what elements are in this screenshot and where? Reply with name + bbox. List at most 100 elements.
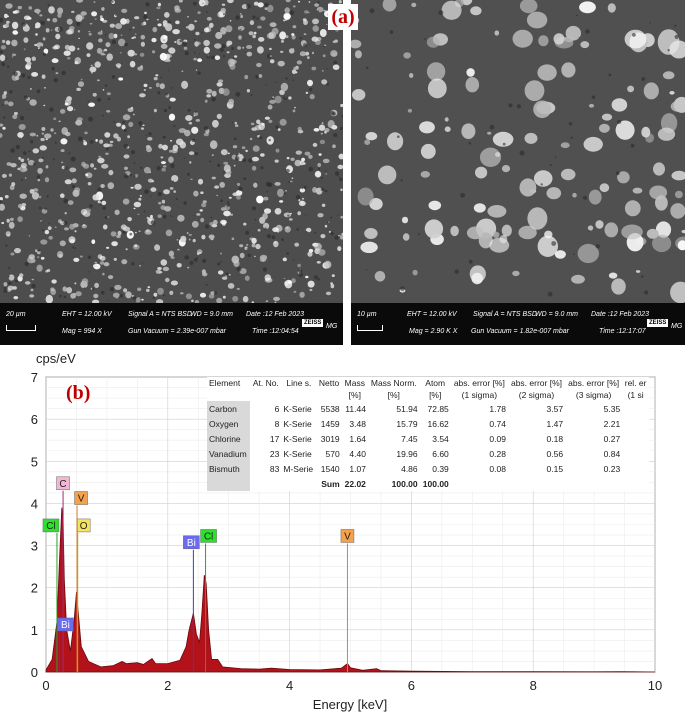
element-label-text: C bbox=[59, 479, 66, 490]
y-tick-label: 1 bbox=[31, 623, 38, 638]
time-label: Time :12:04:54 bbox=[252, 328, 299, 335]
element-label-badge: Bi bbox=[183, 535, 200, 550]
date-label: Date :12 Feb 2023 bbox=[591, 311, 649, 318]
panel-b-label: (b) bbox=[66, 382, 90, 404]
table-cell: 100.00 bbox=[422, 478, 449, 489]
element-label-text: Bi bbox=[61, 620, 70, 631]
y-tick-label: 5 bbox=[31, 454, 38, 469]
table-sum-row: Sum 22.02 100.00 100.00 bbox=[207, 476, 649, 491]
y-tick-label: 6 bbox=[31, 412, 38, 427]
table-cell: M-Serie bbox=[283, 463, 314, 474]
table-cell: 51.94 bbox=[396, 403, 418, 414]
table-cell: Oxygen bbox=[207, 416, 251, 431]
table-cell: Vanadium bbox=[207, 446, 251, 461]
table-header-cell: (1 si bbox=[627, 390, 644, 400]
table-cell: 1.47 bbox=[546, 418, 564, 429]
table-cell: 0.08 bbox=[489, 463, 506, 474]
eht-label: EHT = 12.00 kV bbox=[407, 311, 457, 318]
table-cell: 72.85 bbox=[427, 403, 449, 414]
element-label-badge: Bi bbox=[57, 617, 74, 632]
mag-label: Mag = 994 X bbox=[62, 328, 102, 335]
element-label-text: O bbox=[80, 521, 88, 532]
table-cell: 15.79 bbox=[396, 418, 418, 429]
table-header-cell: Atom bbox=[425, 378, 446, 388]
eds-quant-table: Element At. No. Line s. Netto Mass Mass Norm.… bbox=[207, 377, 649, 491]
table-header-cell: Element bbox=[209, 378, 241, 388]
table-header-cell: abs. error [%] bbox=[568, 378, 620, 388]
element-label-text: Cl bbox=[204, 531, 213, 542]
table-header-cell: [%] bbox=[429, 390, 442, 400]
zeiss-logo: ZEISS bbox=[302, 319, 324, 327]
element-label-badge: V bbox=[74, 491, 88, 505]
sem-micrograph-left bbox=[0, 0, 343, 303]
mag-label: Mag = 2.90 K X bbox=[409, 328, 458, 335]
table-header-cell bbox=[250, 389, 281, 401]
table-cell bbox=[508, 476, 565, 491]
zeiss-logo: ZEISS bbox=[647, 319, 669, 327]
y-tick-label: 7 bbox=[31, 370, 38, 385]
table-cell: 5538 bbox=[320, 403, 340, 414]
table-cell bbox=[250, 476, 281, 491]
table-header-cell: (3 sigma) bbox=[575, 390, 612, 400]
x-tick-label: 8 bbox=[530, 678, 537, 693]
table-header-cell: [%] bbox=[387, 390, 400, 400]
table-cell: 570 bbox=[325, 448, 340, 459]
table-header-cell: Netto bbox=[318, 378, 340, 388]
table-cell: Carbon bbox=[207, 401, 251, 416]
signal-label: Signal A = NTS BSD bbox=[473, 311, 537, 318]
table-header-top: Element At. No. Line s. Netto Mass Mass Norm.… bbox=[207, 377, 649, 389]
table-cell: 0.74 bbox=[489, 418, 506, 429]
table-header-cell: (1 sigma) bbox=[461, 390, 498, 400]
element-label-badge: Cl bbox=[42, 518, 60, 533]
table-cell bbox=[451, 476, 508, 491]
table-header-cell: Line s. bbox=[286, 378, 312, 388]
table-cell bbox=[622, 416, 649, 431]
initials-label: MG bbox=[326, 323, 338, 330]
table-cell: Chlorine bbox=[207, 431, 251, 446]
sem-micrograph-right bbox=[351, 0, 685, 303]
table-cell: 16.62 bbox=[427, 418, 449, 429]
wd-label: WD = 9.0 mm bbox=[190, 311, 233, 318]
wd-label: WD = 9.0 mm bbox=[535, 311, 578, 318]
table-cell: 0.15 bbox=[546, 463, 564, 474]
scale-bar bbox=[6, 325, 36, 331]
table-row: Carbon 6 K-Serie 5538 11.44 51.94 72.85 1.78 3.5… bbox=[207, 401, 649, 416]
table-cell: Bismuth bbox=[207, 461, 251, 476]
table-cell: 22.02 bbox=[344, 478, 366, 489]
sem-image-right: 10 µm EHT = 12.00 kV Mag = 2.90 K X Sign… bbox=[351, 0, 685, 345]
y-tick-label: 2 bbox=[31, 581, 38, 596]
scale-label: 20 µm bbox=[6, 311, 26, 318]
table-row: Chlorine 17 K-Serie 3019 1.64 7.45 3.54 0.09 0.1… bbox=[207, 431, 649, 446]
signal-label: Signal A = NTS BSD bbox=[128, 311, 192, 318]
x-tick-label: 10 bbox=[648, 678, 662, 693]
table-cell: 11.44 bbox=[345, 403, 366, 414]
table-cell: 0.84 bbox=[603, 448, 621, 459]
table-cell bbox=[622, 461, 649, 476]
table-cell: 0.09 bbox=[489, 433, 506, 444]
x-tick-label: 4 bbox=[286, 678, 293, 693]
element-lines: C V Cl O Bi Bi Cl V bbox=[42, 476, 355, 672]
table-cell: 17 bbox=[269, 433, 280, 444]
table-cell bbox=[207, 476, 251, 491]
table-header-bottom: [%] [%] [%] (1 sigma) (2 sigma) (3 sigma) (1 s… bbox=[207, 389, 649, 401]
table-cell: Sum bbox=[321, 478, 340, 489]
sem-info-bar-left: 20 µm EHT = 12.00 kV Mag = 994 X Signal … bbox=[0, 303, 343, 345]
x-tick-label: 2 bbox=[164, 678, 171, 693]
y-axis-label: cps/eV bbox=[36, 351, 76, 366]
table-cell: 0.39 bbox=[432, 463, 449, 474]
element-label-badge: V bbox=[340, 529, 355, 543]
table-cell: 7.45 bbox=[401, 433, 418, 444]
y-tick-label: 4 bbox=[31, 496, 38, 511]
table-header-cell bbox=[281, 389, 316, 401]
eht-label: EHT = 12.00 kV bbox=[62, 311, 112, 318]
table-cell: K-Serie bbox=[283, 418, 312, 429]
table-cell bbox=[622, 476, 649, 491]
table-cell: 5.35 bbox=[603, 403, 621, 414]
table-cell: 19.96 bbox=[396, 448, 418, 459]
table-cell bbox=[281, 476, 316, 491]
table-cell: 0.18 bbox=[546, 433, 564, 444]
element-label-text: V bbox=[344, 531, 351, 542]
table-row: Bismuth 83 M-Serie 1540 1.07 4.86 0.39 0.08 0.15… bbox=[207, 461, 649, 476]
x-tick-label: 6 bbox=[408, 678, 415, 693]
